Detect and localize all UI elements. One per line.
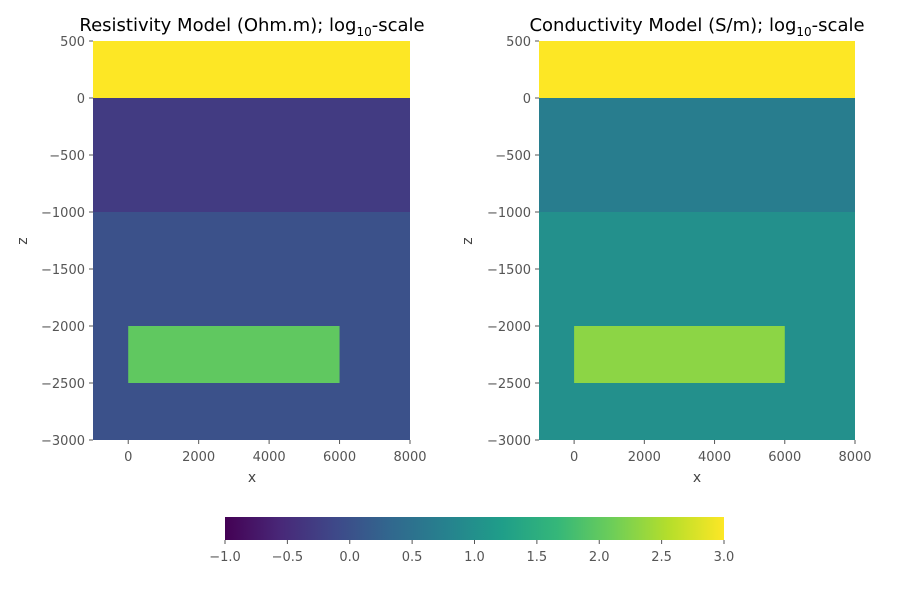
colorbar-tick-label: 3.0 [714,550,735,565]
x-axis-label: x [248,470,256,486]
y-tick-label: 500 [60,35,85,50]
region-upper-layer [93,98,410,212]
region-block [574,326,785,383]
chart-title: Resistivity Model (Ohm.m); log10-scale [79,15,424,39]
x-tick-label: 0 [124,450,132,465]
colorbar-tick-label: 1.0 [464,550,485,565]
x-axis-label: x [693,470,701,486]
y-tick-label: −500 [49,149,85,164]
region-block [128,326,340,383]
x-tick-label: 2000 [628,450,661,465]
y-tick-label: −2500 [41,377,85,392]
colorbar-tick-label: 1.5 [527,550,548,565]
x-tick-label: 8000 [393,450,426,465]
panel-resistivity: Resistivity Model (Ohm.m); log10-scale 0… [15,15,427,486]
x-tick-label: 6000 [768,450,801,465]
y-axis: 500 0 −500 −1000 −1500 −2000 −2500 −3000 [41,35,93,449]
chart-title: Conductivity Model (S/m); log10-scale [529,15,864,39]
y-tick-label: −1000 [41,206,85,221]
y-tick-label: −2000 [487,320,531,335]
colorbar-tick-label: −1.0 [209,550,241,565]
y-tick-label: −1500 [487,263,531,278]
y-axis-label: z [460,237,476,244]
y-tick-label: 0 [77,92,85,107]
y-tick-label: −500 [495,149,531,164]
x-tick-label: 8000 [838,450,871,465]
y-tick-label: 0 [523,92,531,107]
colorbar-tick-label: 2.5 [651,550,672,565]
plot-area [539,41,855,440]
y-tick-label: −1000 [487,206,531,221]
y-tick-label: −2000 [41,320,85,335]
x-tick-label: 2000 [182,450,215,465]
x-tick-label: 4000 [698,450,731,465]
region-air [539,41,855,98]
plot-area [93,41,410,440]
y-axis-label: z [15,237,31,244]
colorbar-ticks: −1.0 −0.5 0.0 0.5 1.0 1.5 2.0 2.5 3.0 [209,540,734,565]
colorbar: −1.0 −0.5 0.0 0.5 1.0 1.5 2.0 2.5 3.0 [209,517,734,565]
y-axis: 500 0 −500 −1000 −1500 −2000 −2500 −3000 [487,35,539,449]
colorbar-tick-label: 0.0 [339,550,360,565]
colorbar-tick-label: 0.5 [402,550,423,565]
colorbar-tick-label: −0.5 [272,550,304,565]
region-air [93,41,410,98]
colorbar-gradient [225,517,724,540]
x-tick-label: 6000 [323,450,356,465]
x-tick-label: 4000 [253,450,286,465]
x-axis: 0 2000 4000 6000 8000 [124,440,427,465]
y-tick-label: 500 [506,35,531,50]
y-tick-label: −3000 [487,434,531,449]
x-tick-label: 0 [570,450,578,465]
colorbar-tick-label: 2.0 [589,550,610,565]
region-upper-layer [539,98,855,212]
x-axis: 0 2000 4000 6000 8000 [570,440,872,465]
panel-conductivity: Conductivity Model (S/m); log10-scale 0 2… [460,15,872,486]
y-tick-label: −2500 [487,377,531,392]
y-tick-label: −3000 [41,434,85,449]
y-tick-label: −1500 [41,263,85,278]
